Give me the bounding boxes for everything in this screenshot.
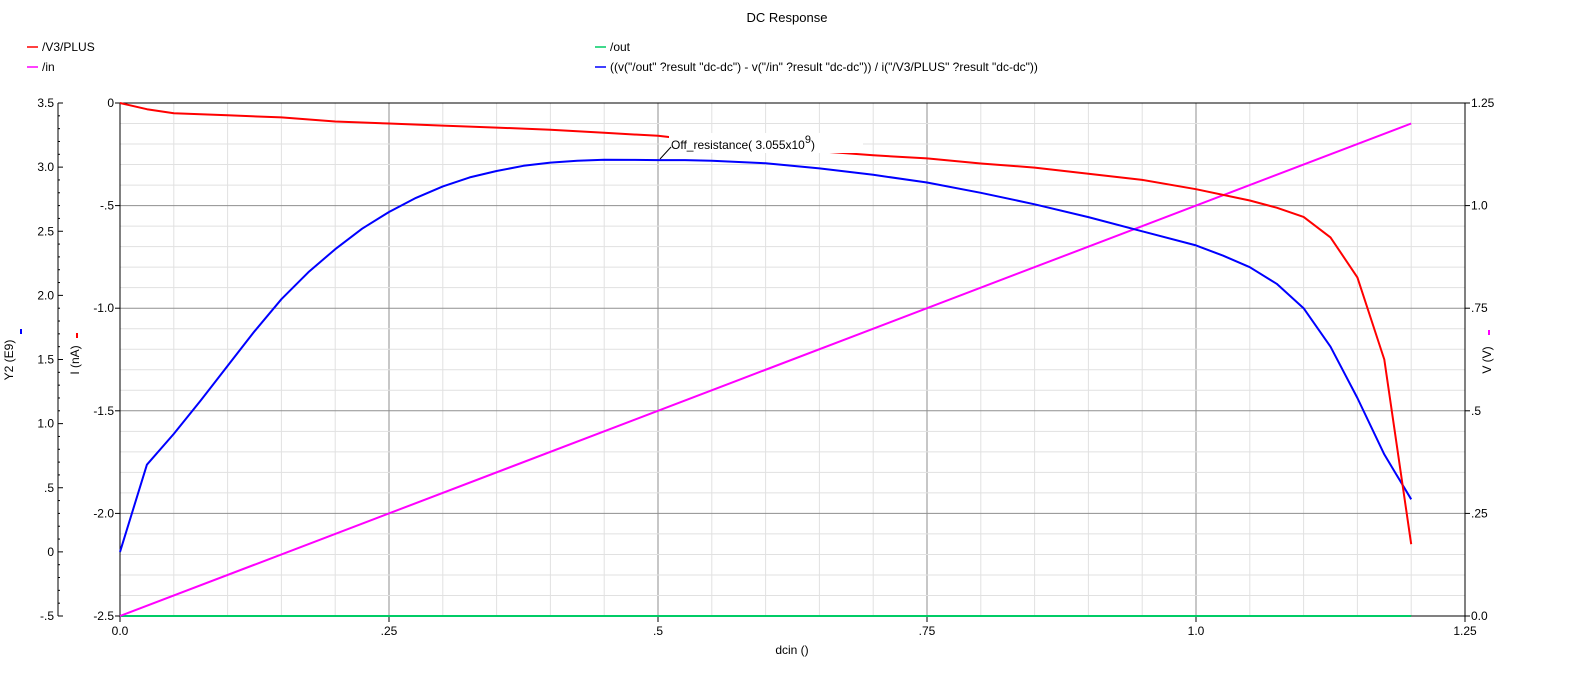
y2-tick-label: 0 [47,545,54,559]
legend: /V3/PLUS /in /out ((v("/out" ?result "dc… [27,40,1038,74]
current-tick-label: -2.5 [93,609,114,623]
current-tick-label: -2.0 [93,506,114,520]
legend-label-resistance: ((v("/out" ?result "dc-dc") - v("/in" ?r… [610,60,1038,74]
current-tick-label: -1.5 [93,404,114,418]
y2-tick-label: -.5 [40,609,54,623]
current-tick-label: -1.0 [93,301,114,315]
series-line-2 [119,122,1412,617]
chart-title: DC Response [747,10,828,25]
voltage-tick-label: 1.0 [1471,199,1488,213]
series-line-3 [119,158,1413,553]
x-tick-label: .75 [919,624,936,638]
y2-tick-label: 3.5 [37,96,54,110]
y2-axis-title: Y2 (E9) [2,340,16,381]
legend-label-out: /out [610,40,631,54]
current-axis-title: I (nA) [68,345,82,374]
marker-label-exponent: 9 [805,134,811,146]
marker-pointer [659,146,672,160]
x-tick-label: 1.25 [1453,624,1477,638]
y2-tick-label: 1.5 [37,353,54,367]
voltage-axis: 0.0 .25 .5 .75 1.0 1.25 [1465,96,1495,623]
voltage-tick-label: .25 [1471,506,1488,520]
y2-tick-label: 2.0 [37,288,54,302]
voltage-tick-label: .75 [1471,301,1488,315]
x-tick-label: .25 [381,624,398,638]
legend-label-in: /in [42,60,55,74]
marker-label-base: Off_resistance( 3.055x10 [671,138,805,152]
voltage-axis-title: V (V) [1480,346,1494,373]
current-tick-label: 0 [107,96,114,110]
y2-tick-label: 3.0 [37,160,54,174]
current-axis: -2.5 -2.0 -1.5 -1.0 -.5 0 [93,96,120,623]
y2-tick-label: 1.0 [37,417,54,431]
current-tick-label: -.5 [100,199,114,213]
x-tick-label: 0.0 [112,624,129,638]
y2-axis: -.5 0 .5 1.0 1.5 2.0 2.5 3.0 3.5 [37,96,63,623]
marker-label-background [669,133,863,153]
x-axis-title: dcin () [775,643,808,657]
legend-label-v3-plus: /V3/PLUS [42,40,95,54]
marker-label: Off_resistance( 3.055x109) [671,134,815,152]
off-resistance-marker: Off_resistance( 3.055x109) [659,133,863,160]
y2-tick-label: .5 [44,481,54,495]
voltage-tick-label: .5 [1471,404,1481,418]
x-tick-label: .5 [653,624,663,638]
y2-tick-label: 2.5 [37,224,54,238]
voltage-tick-label: 0.0 [1471,609,1488,623]
marker-label-close: ) [811,138,815,152]
voltage-tick-label: 1.25 [1471,96,1495,110]
plot-grid [119,102,1466,617]
x-tick-label: 1.0 [1188,624,1205,638]
x-axis: 0.0 .25 .5 .75 1.0 1.25 [112,616,1477,638]
